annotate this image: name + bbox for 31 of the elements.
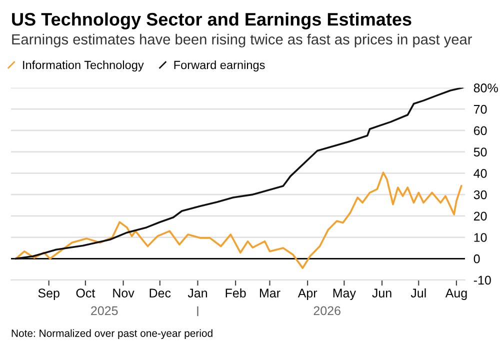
x-tick-label: Aug xyxy=(445,288,467,300)
chart-title: US Technology Sector and Earnings Estimates xyxy=(12,12,412,30)
x-tick-label: May xyxy=(333,288,356,300)
legend-label: Information Technology xyxy=(23,60,144,72)
x-tick-label: Mar xyxy=(260,288,280,298)
legend-label: Forward earnings xyxy=(174,60,265,72)
y-tick-label: -10 xyxy=(474,276,491,285)
text: 2026 xyxy=(314,306,340,316)
text: Note: Normalized over past one-year period xyxy=(12,329,212,340)
chart-subtitle: Earnings estimates have been rising twice as fast as prices in past year xyxy=(12,34,472,48)
x-tick-label: Jan xyxy=(188,288,207,298)
x-tick-label: Apr xyxy=(298,288,318,300)
y-tick-label: 0 xyxy=(474,254,480,264)
y-tick-label: 30 xyxy=(474,190,487,200)
x-tick-label: Jun xyxy=(372,288,392,298)
y-tick-label: 10 xyxy=(474,233,487,242)
y-tick-label: 50 xyxy=(474,148,487,156)
x-tick-label: Sep xyxy=(38,288,60,300)
x-tick-label: Oct xyxy=(76,288,96,298)
x-tick-label: Nov xyxy=(113,288,134,298)
y-tick-label: 20 xyxy=(474,212,487,221)
line-series xyxy=(14,88,464,260)
text: 2025 xyxy=(91,306,118,316)
line-series xyxy=(14,172,462,269)
y-tick-label: 70 xyxy=(474,104,487,114)
y-tick-label: 80% xyxy=(474,84,498,92)
y-tick-label: 40 xyxy=(474,168,487,178)
x-tick-label: Jul xyxy=(410,288,426,298)
y-tick-label: 60 xyxy=(474,126,487,136)
x-tick-label: Dec xyxy=(150,288,171,298)
x-tick-label: Feb xyxy=(226,288,246,298)
